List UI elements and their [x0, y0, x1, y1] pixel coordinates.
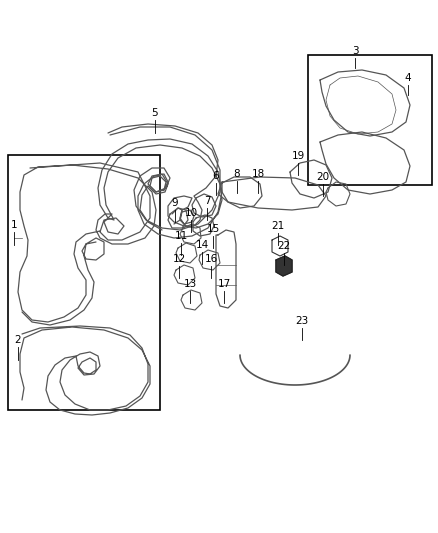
Bar: [8, 155, 160, 410]
Text: 20: 20: [316, 172, 329, 182]
Text: 2: 2: [15, 335, 21, 345]
Text: 7: 7: [204, 196, 210, 206]
Text: 4: 4: [405, 73, 411, 83]
Text: 17: 17: [217, 279, 231, 289]
Text: 22: 22: [277, 241, 291, 251]
Text: 15: 15: [206, 224, 219, 234]
Bar: [308, 55, 432, 185]
Text: 6: 6: [213, 171, 219, 181]
Text: 18: 18: [251, 169, 265, 179]
Text: 12: 12: [173, 254, 186, 264]
Text: 3: 3: [352, 46, 358, 56]
Text: 23: 23: [295, 316, 309, 326]
Text: 21: 21: [272, 221, 285, 231]
Text: 8: 8: [234, 169, 240, 179]
Text: 9: 9: [172, 198, 178, 208]
Text: 1: 1: [11, 220, 18, 230]
Text: 10: 10: [184, 208, 198, 218]
Text: 19: 19: [291, 151, 304, 161]
Text: 11: 11: [174, 231, 187, 241]
Text: 13: 13: [184, 279, 197, 289]
Text: 16: 16: [205, 254, 218, 264]
Text: 14: 14: [195, 240, 208, 250]
Text: 5: 5: [152, 108, 158, 118]
Polygon shape: [276, 256, 292, 276]
